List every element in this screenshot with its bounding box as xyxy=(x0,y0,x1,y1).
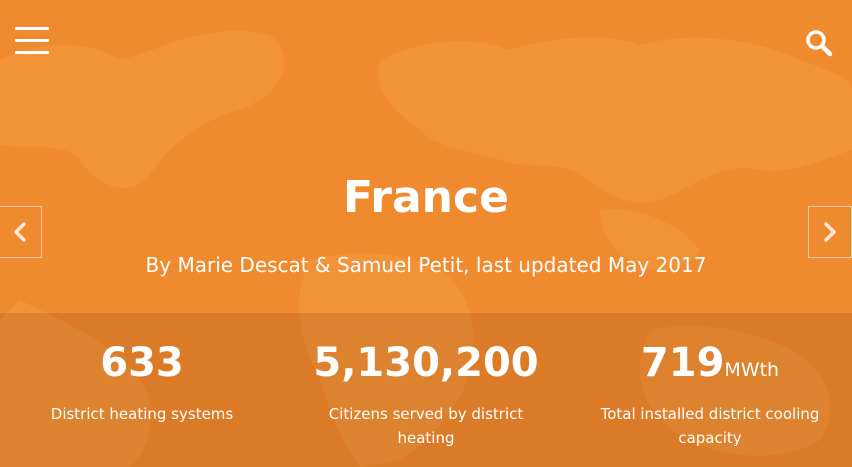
stats-panel: 633 District heating systems 5,130,200 C… xyxy=(0,313,852,467)
stat-label: Citizens served by district heating xyxy=(328,405,524,447)
stat-value: 719MWth xyxy=(568,339,852,394)
country-title: France xyxy=(343,172,509,223)
stat-cooling-capacity: 719MWth Total installed district cooling… xyxy=(568,339,852,450)
stat-unit: MWth xyxy=(724,359,780,381)
stat-value: 633 xyxy=(0,339,284,394)
search-icon xyxy=(806,30,833,57)
search-button[interactable] xyxy=(804,28,834,58)
author-byline: By Marie Descat & Samuel Petit, last upd… xyxy=(145,253,707,277)
chevron-right-icon xyxy=(824,222,836,242)
stat-label: District heating systems xyxy=(50,405,234,423)
menu-bar xyxy=(15,51,49,54)
chevron-left-icon xyxy=(14,222,26,242)
stat-number: 719 xyxy=(640,340,725,386)
stat-citizens-served: 5,130,200 Citizens served by district he… xyxy=(284,339,568,450)
stat-number: 5,130,200 xyxy=(313,340,539,386)
hamburger-menu-icon xyxy=(15,27,49,30)
stat-label: Total installed district cooling capacit… xyxy=(600,405,820,447)
menu-button[interactable] xyxy=(15,27,49,57)
stat-number: 633 xyxy=(100,340,184,386)
menu-bar xyxy=(15,39,49,42)
previous-slide-button[interactable] xyxy=(0,206,42,258)
stat-value: 5,130,200 xyxy=(284,339,568,394)
stat-district-heating-systems: 633 District heating systems xyxy=(0,339,284,426)
